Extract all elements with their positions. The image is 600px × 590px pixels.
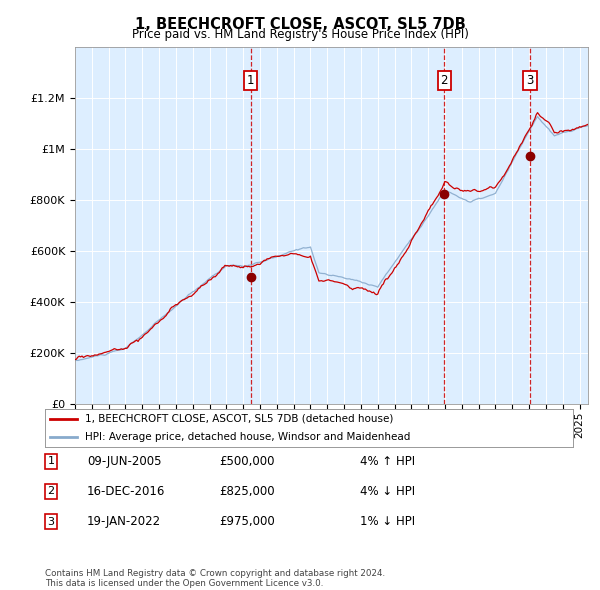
Text: 09-JUN-2005: 09-JUN-2005 [87, 455, 161, 468]
Text: 4% ↓ HPI: 4% ↓ HPI [360, 485, 415, 498]
Text: 3: 3 [526, 74, 533, 87]
Text: 1% ↓ HPI: 1% ↓ HPI [360, 515, 415, 528]
Text: 1, BEECHCROFT CLOSE, ASCOT, SL5 7DB: 1, BEECHCROFT CLOSE, ASCOT, SL5 7DB [134, 17, 466, 31]
Text: £975,000: £975,000 [219, 515, 275, 528]
Text: 16-DEC-2016: 16-DEC-2016 [87, 485, 166, 498]
Text: 2: 2 [440, 74, 448, 87]
Text: Contains HM Land Registry data © Crown copyright and database right 2024.
This d: Contains HM Land Registry data © Crown c… [45, 569, 385, 588]
Text: Price paid vs. HM Land Registry's House Price Index (HPI): Price paid vs. HM Land Registry's House … [131, 28, 469, 41]
Text: 3: 3 [47, 517, 55, 526]
Text: £825,000: £825,000 [219, 485, 275, 498]
Text: 1: 1 [247, 74, 254, 87]
Text: 19-JAN-2022: 19-JAN-2022 [87, 515, 161, 528]
Text: HPI: Average price, detached house, Windsor and Maidenhead: HPI: Average price, detached house, Wind… [85, 432, 410, 442]
Text: 2: 2 [47, 487, 55, 496]
Text: 1, BEECHCROFT CLOSE, ASCOT, SL5 7DB (detached house): 1, BEECHCROFT CLOSE, ASCOT, SL5 7DB (det… [85, 414, 393, 424]
Text: 1: 1 [47, 457, 55, 466]
Text: £500,000: £500,000 [219, 455, 275, 468]
Text: 4% ↑ HPI: 4% ↑ HPI [360, 455, 415, 468]
